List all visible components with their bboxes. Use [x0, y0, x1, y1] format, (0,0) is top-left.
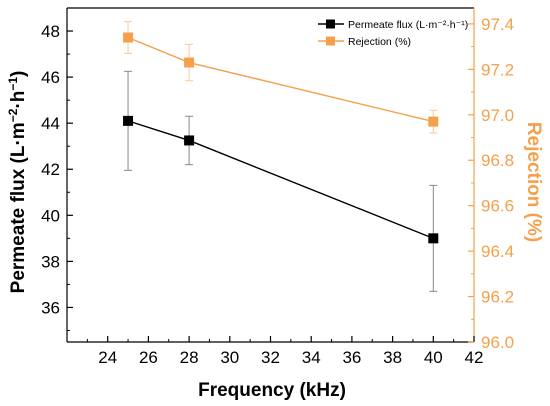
data-point	[184, 57, 195, 68]
right-y-tick-label: 96.8	[481, 151, 514, 170]
x-tick-label: 36	[342, 348, 361, 367]
left-y-tick-label: 44	[41, 114, 60, 133]
left-y-axis-title-text: Permeate flux (L·m	[8, 122, 29, 293]
left-y-axis-title-close: )	[8, 71, 29, 77]
series-line	[127, 120, 434, 239]
legend-item: Rejection (%)	[318, 36, 411, 48]
series-rejection	[123, 21, 439, 134]
right-y-axis-title: Rejection (%)	[523, 122, 544, 242]
plot-frame	[66, 7, 475, 343]
legend-marker	[326, 19, 335, 29]
left-y-axis: 36 38 40 42 44 46 48	[41, 22, 73, 331]
right-y-tick-label: 97.0	[481, 106, 514, 125]
data-point	[428, 116, 439, 127]
x-tick-label: 24	[98, 348, 117, 367]
right-y-tick-label: 97.2	[481, 60, 514, 79]
data-point	[123, 32, 134, 43]
x-tick-label: 30	[220, 348, 239, 367]
legend: Permeate flux (L·m⁻²·h⁻¹) Rejection (%)	[318, 19, 468, 48]
left-y-axis-title-sup1: −2	[6, 108, 20, 122]
x-tick-label: 42	[465, 348, 484, 367]
x-axis: 24 26 28 30 32 34 36 38 40 42	[86, 336, 484, 367]
left-y-axis-title-dot: ·h	[8, 91, 29, 109]
right-y-tick-label: 96.4	[481, 242, 514, 261]
series-layer	[123, 21, 439, 292]
right-y-tick-label: 96.2	[481, 288, 514, 307]
data-point	[184, 135, 195, 146]
right-y-tick-label: 96.0	[481, 333, 514, 352]
x-tick-label: 32	[261, 348, 280, 367]
x-tick-label: 28	[180, 348, 199, 367]
data-point	[428, 233, 439, 244]
left-y-tick-label: 38	[41, 252, 60, 271]
x-tick-label: 34	[302, 348, 321, 367]
x-tick-label: 26	[139, 348, 158, 367]
legend-label: Permeate flux (L·m⁻²·h⁻¹)	[348, 19, 468, 31]
left-y-tick-label: 46	[41, 68, 60, 87]
x-axis-title: Frequency (kHz)	[198, 380, 346, 401]
series-permeate-flux	[123, 70, 439, 292]
x-tick-label: 38	[383, 348, 402, 367]
x-tick-label: 40	[424, 348, 443, 367]
right-y-axis: 96.0 96.2 96.4 96.6 96.8 97.0 97.2 97.4	[468, 15, 514, 352]
left-y-tick-label: 42	[41, 160, 60, 179]
left-y-tick-label: 36	[41, 298, 60, 317]
left-y-tick-label: 40	[41, 206, 60, 225]
left-y-tick-label: 48	[41, 22, 60, 41]
left-y-axis-title: Permeate flux (L·m−2·h−1)	[6, 71, 29, 294]
legend-label: Rejection (%)	[348, 36, 411, 48]
legend-marker	[326, 36, 335, 46]
data-point	[123, 115, 134, 126]
right-y-tick-label: 97.4	[481, 15, 514, 34]
left-y-axis-title-sup2: −1	[6, 77, 20, 91]
series-line	[127, 36, 434, 123]
right-y-tick-label: 96.6	[481, 197, 514, 216]
legend-item: Permeate flux (L·m⁻²·h⁻¹)	[318, 19, 468, 31]
